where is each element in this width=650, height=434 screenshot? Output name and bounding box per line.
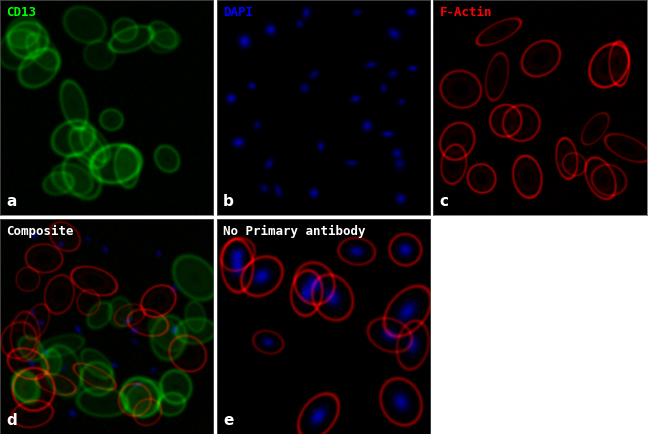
Text: No Primary antibody: No Primary antibody (223, 225, 365, 238)
Text: b: b (223, 194, 234, 209)
Text: F-Actin: F-Actin (439, 7, 492, 20)
Text: DAPI: DAPI (223, 7, 253, 20)
Text: d: d (6, 413, 17, 427)
Text: e: e (223, 413, 233, 427)
Text: Composite: Composite (6, 225, 74, 238)
Text: a: a (6, 194, 17, 209)
Text: c: c (439, 194, 448, 209)
Text: CD13: CD13 (6, 7, 36, 20)
